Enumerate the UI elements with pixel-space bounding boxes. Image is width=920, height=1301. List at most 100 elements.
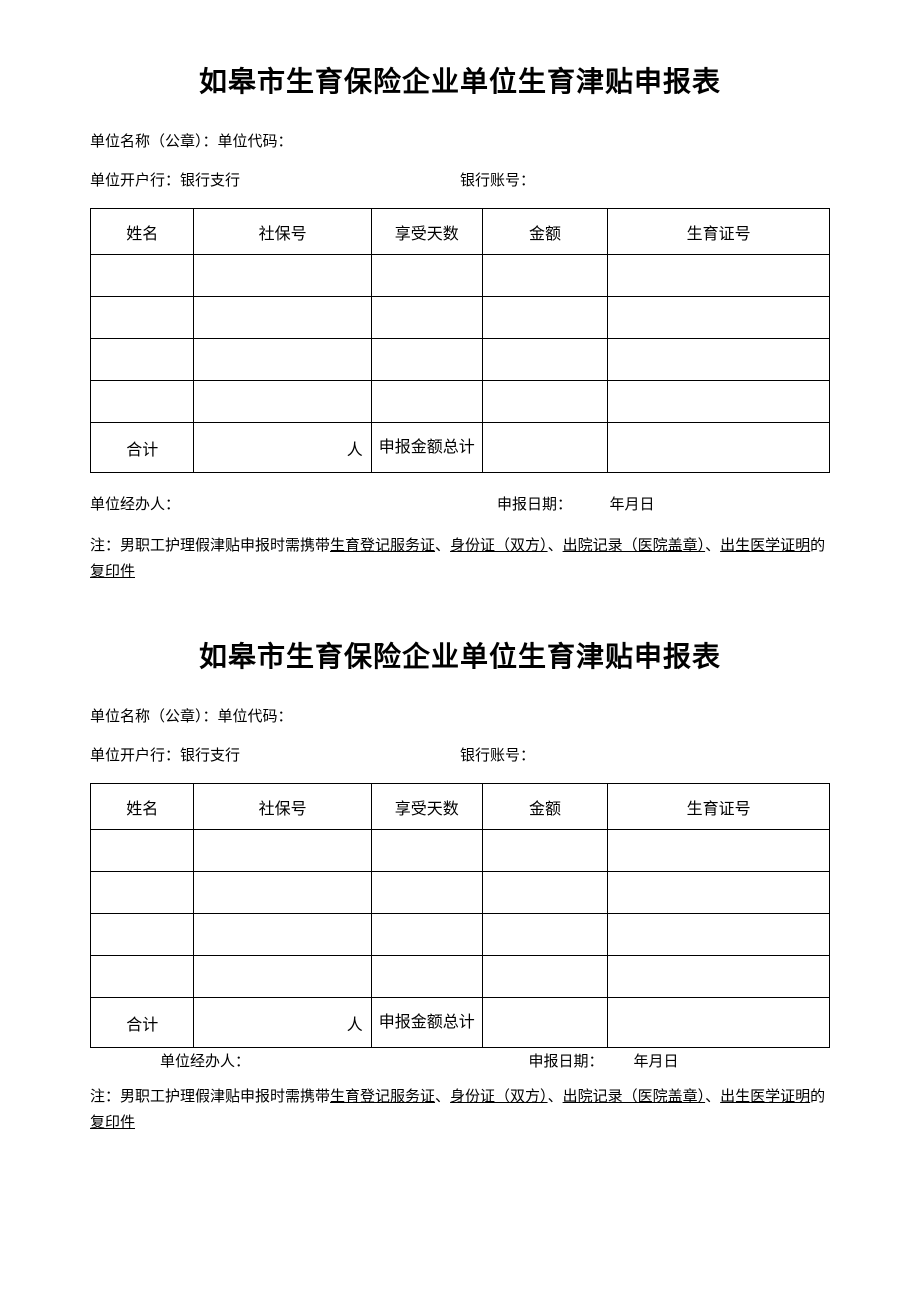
cell-ssn — [194, 914, 371, 956]
cell-name — [91, 297, 194, 339]
bank-line: 单位开户行：银行支行 银行账号： — [90, 744, 830, 765]
cell-name — [91, 381, 194, 423]
total-cert-value — [608, 998, 830, 1048]
table-total-row: 合计 人 申报金额总计 — [91, 998, 830, 1048]
bank-open-field: 单位开户行：银行支行 — [90, 169, 460, 190]
cell-days — [371, 339, 482, 381]
note-sep: 、 — [548, 538, 563, 554]
col-name: 姓名 — [91, 784, 194, 830]
note-prefix: 注：男职工护理假津贴申报时需携带 — [90, 1089, 330, 1105]
table-header-row: 姓名 社保号 享受天数 金额 生育证号 — [91, 209, 830, 255]
note-sep: 、 — [548, 1089, 563, 1105]
table-total-row: 合计 人 申报金额总计 — [91, 423, 830, 473]
cell-days — [371, 381, 482, 423]
note-suffix: 复印件 — [90, 564, 135, 580]
total-amount-value — [482, 998, 608, 1048]
note-item-1: 生育登记服务证 — [330, 538, 435, 554]
cell-amount — [482, 956, 608, 998]
bank-open-field: 单位开户行：银行支行 — [90, 744, 460, 765]
handler-field: 单位经办人： — [160, 1050, 529, 1071]
unit-name-code-line: 单位名称（公章）：单位代码： — [90, 705, 830, 726]
unit-code-label: 单位代码： — [218, 709, 293, 725]
bank-branch-value: 银行支行 — [180, 173, 240, 189]
doc-title: 如皋市生育保险企业单位生育津贴申报表 — [90, 635, 830, 675]
cell-ssn — [194, 297, 371, 339]
col-days: 享受天数 — [371, 209, 482, 255]
apply-date-label: 申报日期： — [529, 1054, 604, 1070]
form-copy-2: 如皋市生育保险企业单位生育津贴申报表 单位名称（公章）：单位代码： 单位开户行：… — [90, 635, 830, 1136]
form-copy-1: 如皋市生育保险企业单位生育津贴申报表 单位名称（公章）：单位代码： 单位开户行：… — [90, 60, 830, 585]
table-header-row: 姓名 社保号 享受天数 金额 生育证号 — [91, 784, 830, 830]
col-amount: 金额 — [482, 784, 608, 830]
cell-cert — [608, 830, 830, 872]
cell-days — [371, 914, 482, 956]
note-sep: 、 — [435, 1089, 450, 1105]
bank-acct-field: 银行账号： — [460, 744, 830, 765]
total-label: 合计 — [91, 998, 194, 1048]
note-item-2: 身份证（双方） — [450, 538, 548, 554]
cell-name — [91, 914, 194, 956]
note-text: 注：男职工护理假津贴申报时需携带生育登记服务证、身份证（双方）、出院记录（医院盖… — [90, 1085, 830, 1136]
cell-ssn — [194, 956, 371, 998]
cell-days — [371, 297, 482, 339]
table-row — [91, 914, 830, 956]
cell-amount — [482, 381, 608, 423]
cell-cert — [608, 956, 830, 998]
note-item-1: 生育登记服务证 — [330, 1089, 435, 1105]
bank-open-label: 单位开户行： — [90, 173, 180, 189]
bank-acct-label: 银行账号： — [460, 173, 535, 189]
bank-branch-value: 银行支行 — [180, 748, 240, 764]
unit-name-label: 单位名称（公章）： — [90, 709, 218, 725]
handler-field: 单位经办人： — [90, 493, 497, 514]
col-amount: 金额 — [482, 209, 608, 255]
unit-name-code-line: 单位名称（公章）：单位代码： — [90, 130, 830, 151]
cell-cert — [608, 381, 830, 423]
table-row — [91, 297, 830, 339]
cell-name — [91, 255, 194, 297]
table-row — [91, 339, 830, 381]
table-row — [91, 255, 830, 297]
cell-ssn — [194, 339, 371, 381]
cell-cert — [608, 255, 830, 297]
bank-open-label: 单位开户行： — [90, 748, 180, 764]
bank-acct-label: 银行账号： — [460, 748, 535, 764]
cell-amount — [482, 914, 608, 956]
note-item-4: 出生医学证明 — [720, 538, 810, 554]
cell-days — [371, 830, 482, 872]
unit-code-label: 单位代码： — [218, 134, 293, 150]
note-sep: 、 — [435, 538, 450, 554]
table-row — [91, 830, 830, 872]
cell-cert — [608, 297, 830, 339]
date-ymd: 年月日 — [610, 497, 655, 513]
allowance-table: 姓名 社保号 享受天数 金额 生育证号 合计 人 申报金额总计 — [90, 208, 830, 473]
col-cert: 生育证号 — [608, 784, 830, 830]
bank-line: 单位开户行：银行支行 银行账号： — [90, 169, 830, 190]
cell-amount — [482, 872, 608, 914]
cell-days — [371, 255, 482, 297]
note-text: 注：男职工护理假津贴申报时需携带生育登记服务证、身份证（双方）、出院记录（医院盖… — [90, 534, 830, 585]
note-mid: 的 — [810, 538, 825, 554]
cell-ssn — [194, 830, 371, 872]
col-ssn: 社保号 — [194, 209, 371, 255]
cell-name — [91, 339, 194, 381]
signature-line: 单位经办人： 申报日期： 年月日 — [90, 1050, 830, 1071]
cell-cert — [608, 914, 830, 956]
total-people-unit: 人 — [194, 998, 371, 1048]
cell-ssn — [194, 872, 371, 914]
unit-name-label: 单位名称（公章）： — [90, 134, 218, 150]
note-item-3: 出院记录（医院盖章） — [563, 1089, 706, 1105]
bank-acct-field: 银行账号： — [460, 169, 830, 190]
table-row — [91, 381, 830, 423]
total-cert-value — [608, 423, 830, 473]
total-label: 合计 — [91, 423, 194, 473]
cell-ssn — [194, 381, 371, 423]
apply-date-field: 申报日期： 年月日 — [497, 493, 830, 514]
note-item-3: 出院记录（医院盖章） — [563, 538, 706, 554]
signature-line: 单位经办人： 申报日期： 年月日 — [90, 493, 830, 514]
doc-title: 如皋市生育保险企业单位生育津贴申报表 — [90, 60, 830, 100]
cell-amount — [482, 830, 608, 872]
cell-name — [91, 872, 194, 914]
cell-cert — [608, 872, 830, 914]
note-suffix: 复印件 — [90, 1115, 135, 1131]
col-days: 享受天数 — [371, 784, 482, 830]
